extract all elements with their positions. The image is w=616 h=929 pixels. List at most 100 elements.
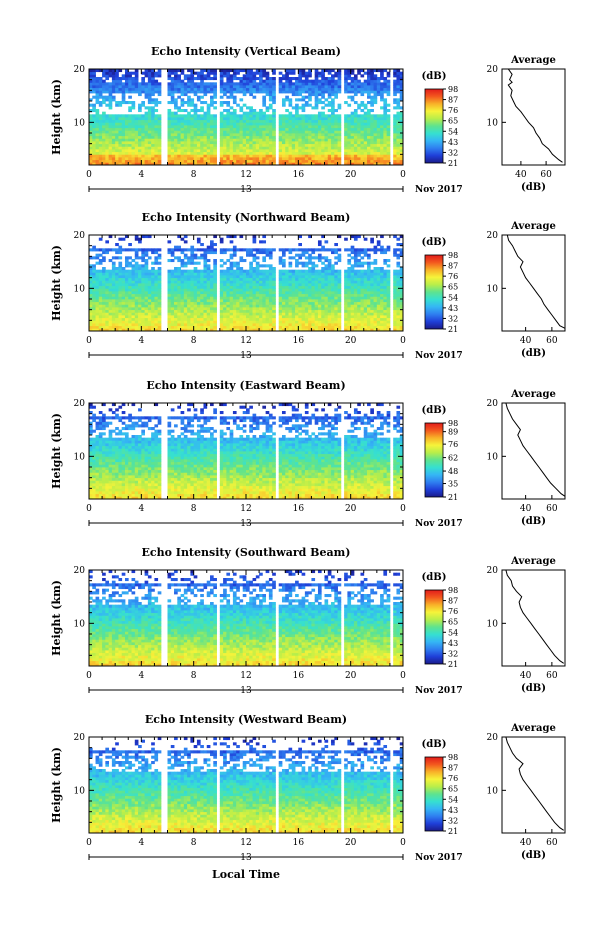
heatmap-cell (200, 101, 204, 105)
heatmap-cell (111, 288, 116, 292)
heatmap-cell (144, 95, 149, 99)
heatmap-cell (314, 82, 319, 86)
heatmap-cell (344, 157, 348, 161)
heatmap-cell (223, 151, 227, 155)
heatmap-cell (350, 325, 355, 329)
heatmap-cell (242, 157, 247, 161)
heatmap-cell (242, 296, 247, 300)
heatmap-cell (281, 127, 286, 131)
heatmap-cell (337, 320, 342, 324)
heatmap-cell (89, 85, 93, 89)
heatmap-cell (242, 269, 247, 273)
heatmap-cell (229, 267, 234, 271)
heatmap-cell (383, 149, 388, 153)
heatmap-cell (278, 328, 283, 332)
heatmap-cell (196, 256, 201, 260)
heatmap-cell (229, 125, 234, 129)
heatmap-cell (304, 309, 309, 313)
heatmap-cell (314, 272, 319, 276)
heatmap-cell (105, 141, 110, 145)
heatmap-cell (102, 122, 106, 126)
heatmap-cell (170, 93, 175, 97)
date-label: Nov 2017 (415, 185, 463, 195)
heatmap-cell (304, 114, 309, 118)
heatmap-cell (327, 114, 332, 118)
heatmap-cell (347, 293, 352, 297)
heatmap-cell (203, 312, 208, 316)
heatmap-cell (301, 74, 306, 78)
heatmap-cell (321, 269, 325, 273)
heatmap-cell (121, 149, 126, 153)
heatmap-cell (350, 301, 355, 305)
heatmap-cell (350, 159, 355, 163)
heatmap-cell (242, 304, 247, 308)
heatmap-cell (190, 261, 195, 265)
heatmap-cell (295, 288, 299, 292)
heatmap-cell (147, 312, 152, 316)
heatmap-cell (331, 288, 335, 292)
heatmap-cell (147, 272, 152, 276)
heatmap-cell (170, 275, 175, 279)
heatmap-cell (291, 248, 296, 252)
heatmap-cell (321, 157, 325, 161)
heatmap-cell (317, 317, 322, 321)
heatmap-cell (301, 149, 306, 153)
heatmap-cell (304, 141, 309, 145)
heatmap-cell (124, 114, 129, 118)
heatmap-cell (147, 119, 152, 123)
heatmap-cell (324, 291, 329, 295)
heatmap-cell (128, 157, 132, 161)
heatmap-cell (376, 125, 381, 129)
heatmap-cell (259, 138, 263, 142)
heatmap-cell (196, 293, 201, 297)
heatmap-cell (183, 90, 188, 94)
heatmap-cell (193, 285, 198, 289)
heatmap-cell (314, 154, 319, 158)
heatmap-cell (105, 127, 110, 131)
heatmap-cell (115, 143, 119, 147)
heatmap-cell (327, 109, 332, 113)
heatmap-cell (232, 272, 237, 276)
heatmap-cell (167, 130, 172, 134)
heatmap-cell (314, 149, 319, 153)
heatmap-cell (89, 275, 93, 279)
heatmap-cell (376, 114, 381, 118)
heatmap-cell (105, 135, 110, 139)
heatmap-cell (128, 143, 132, 147)
heatmap-cell (373, 87, 378, 91)
heatmap-cell (232, 309, 237, 313)
heatmap-cell (236, 323, 240, 327)
heatmap-cell (98, 288, 103, 292)
heatmap-cell (124, 235, 129, 239)
heatmap-cell (128, 82, 132, 86)
heatmap-cell (304, 151, 309, 155)
heatmap-cell (337, 248, 342, 252)
heatmap-cell (167, 149, 172, 153)
heatmap-cell (288, 90, 293, 94)
heatmap-cell (128, 159, 132, 163)
heatmap-cell (190, 325, 195, 329)
heatmap-cell (174, 269, 178, 273)
heatmap-cell (265, 135, 270, 139)
heatmap-cell (124, 85, 129, 89)
heatmap-cell (396, 146, 401, 150)
heatmap-cell (226, 285, 231, 289)
heatmap-cell (115, 315, 119, 319)
heatmap-cell (203, 122, 208, 126)
heatmap-cell (134, 135, 139, 139)
heatmap-cell (226, 95, 231, 99)
heatmap-cell (190, 135, 195, 139)
heatmap-cell (187, 141, 191, 145)
heatmap-cell (242, 82, 247, 86)
heatmap-cell (317, 117, 322, 121)
heatmap-cell (301, 162, 306, 166)
heatmap-cell (95, 101, 100, 105)
heatmap-cell (138, 106, 142, 110)
heatmap-cell (177, 122, 181, 126)
heatmap-cell (393, 141, 397, 145)
x-tick-label: 4 (138, 170, 144, 180)
heatmap-cell (183, 312, 188, 316)
heatmap-cell (196, 275, 201, 279)
heatmap-cell (396, 138, 401, 142)
heatmap-cell (92, 280, 96, 284)
